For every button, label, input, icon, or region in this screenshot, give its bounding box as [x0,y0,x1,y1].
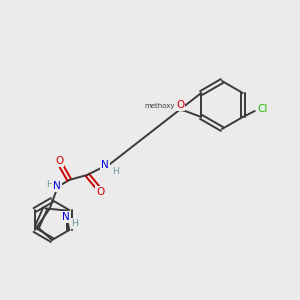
Text: H: H [112,167,119,176]
Text: N: N [53,181,61,191]
Text: H: H [46,180,53,189]
Text: H: H [71,219,78,228]
Text: N: N [101,160,109,170]
Text: O: O [96,187,104,197]
Text: Cl: Cl [258,104,268,114]
Text: N: N [62,212,70,222]
Text: O: O [176,100,184,110]
Text: methoxy: methoxy [144,103,175,109]
Text: O: O [55,156,63,166]
